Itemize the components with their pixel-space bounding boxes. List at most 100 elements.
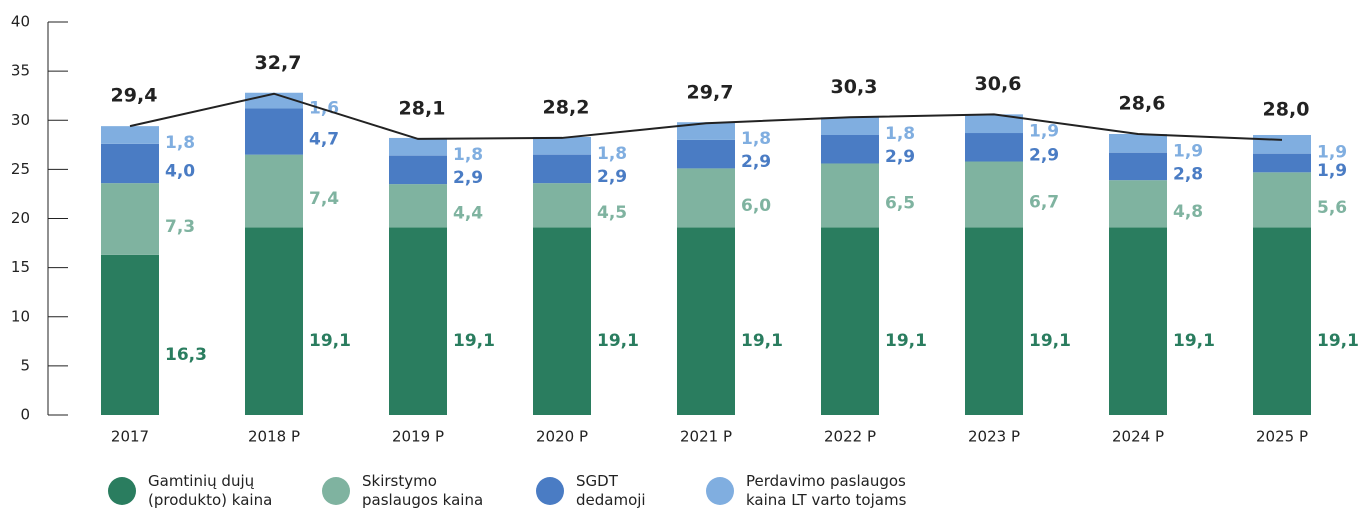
bar-segment: [677, 122, 735, 140]
value-label: 1,9: [1317, 142, 1347, 162]
legend-item: SGDT dedamoji: [536, 472, 666, 510]
value-label: 6,5: [885, 193, 915, 213]
bar-segment: [1253, 172, 1311, 228]
legend-item: Gamtinių dujų (produkto) kaina: [108, 472, 298, 510]
bar-segment: [1109, 152, 1167, 181]
bar-segment: [101, 143, 159, 184]
value-label: 19,1: [1029, 331, 1071, 351]
legend-label: Skirstymo paslaugos kaina: [362, 472, 484, 509]
bar-segment: [821, 163, 879, 228]
y-tick-label: 35: [11, 62, 30, 80]
legend-swatch: [322, 477, 350, 505]
value-label: 19,1: [453, 331, 495, 351]
x-tick-label: 2018 P: [248, 428, 300, 446]
bar-segment: [389, 184, 447, 228]
x-tick-label: 2022 P: [824, 428, 876, 446]
bar-segment: [533, 183, 591, 228]
value-label: 5,6: [1317, 198, 1347, 218]
value-label: 1,8: [741, 129, 771, 149]
legend-label: Perdavimo paslaugos kaina LT varto tojam…: [746, 472, 907, 509]
value-label: 2,9: [885, 147, 915, 167]
total-label: 30,6: [975, 73, 1022, 95]
legend-swatch: [536, 477, 564, 505]
bar-segment: [245, 227, 303, 415]
value-label: 19,1: [1173, 331, 1215, 351]
bar-segment: [965, 227, 1023, 415]
bar-segment: [821, 117, 879, 135]
value-label: 16,3: [165, 345, 207, 365]
y-tick-label: 0: [20, 406, 30, 424]
y-tick-label: 15: [11, 258, 30, 276]
y-tick-label: 20: [11, 209, 30, 227]
bar-segment: [1109, 180, 1167, 228]
legend-swatch: [706, 477, 734, 505]
value-label: 1,9: [1317, 161, 1347, 181]
bar-segment: [821, 134, 879, 164]
bar-segment: [677, 139, 735, 169]
bar-segment: [1253, 134, 1311, 154]
value-label: 2,9: [1029, 145, 1059, 165]
legend-item: Skirstymo paslaugos kaina: [322, 472, 512, 510]
bar-segment: [1109, 134, 1167, 153]
bar-segment: [101, 254, 159, 415]
value-label: 6,7: [1029, 192, 1059, 212]
value-label: 1,9: [1173, 141, 1203, 161]
value-label: 2,8: [1173, 164, 1203, 184]
value-label: 4,4: [453, 204, 483, 224]
value-label: 1,9: [1029, 122, 1059, 142]
bar-segment: [1253, 153, 1311, 173]
y-tick-label: 10: [11, 307, 30, 325]
total-line: [129, 92, 1283, 141]
bar-segment: [1253, 227, 1311, 415]
x-tick-label: 2024 P: [1112, 428, 1164, 446]
value-label: 1,8: [453, 145, 483, 165]
value-label: 7,3: [165, 217, 195, 237]
x-tick-label: 2021 P: [680, 428, 732, 446]
y-tick-label: 25: [11, 160, 30, 178]
x-tick-label: 2019 P: [392, 428, 444, 446]
value-label: 6,0: [741, 196, 771, 216]
total-label: 30,3: [831, 76, 878, 98]
value-label: 2,9: [597, 167, 627, 187]
value-label: 4,5: [597, 203, 627, 223]
bar-segment: [389, 137, 447, 156]
value-label: 1,8: [885, 124, 915, 144]
x-tick-label: 2020 P: [536, 428, 588, 446]
value-label: 19,1: [885, 331, 927, 351]
value-label: 19,1: [597, 331, 639, 351]
legend-label: SGDT dedamoji: [576, 472, 646, 509]
bar-segment: [821, 227, 879, 415]
bar-segment: [677, 227, 735, 415]
value-label: 2,9: [453, 168, 483, 188]
bar-segment: [101, 126, 159, 144]
bar-segment: [965, 161, 1023, 228]
y-tick-label: 40: [11, 13, 30, 31]
value-label: 2,9: [741, 152, 771, 172]
x-tick-label: 2025 P: [1256, 428, 1308, 446]
bar-segment: [677, 168, 735, 228]
value-label: 1,8: [597, 144, 627, 164]
bar-segment: [389, 227, 447, 415]
bar-segment: [245, 108, 303, 155]
bar-segment: [1109, 227, 1167, 415]
legend: Gamtinių dujų (produkto) kaina Skirstymo …: [0, 472, 1361, 516]
bar-segment: [389, 155, 447, 185]
chart: 0 5 10 15 20 25 30 35 40 2017 16,3 7,3 4,0 1,8 2018 P 1…: [11, 13, 1359, 446]
value-label: 19,1: [309, 331, 351, 351]
legend-label: Gamtinių dujų (produkto) kaina: [148, 472, 273, 509]
total-label: 29,7: [687, 82, 734, 104]
value-label: 7,4: [309, 189, 339, 209]
total-label: 28,2: [543, 96, 590, 118]
value-label: 19,1: [1317, 331, 1359, 351]
x-tick-label: 2017: [111, 428, 149, 446]
bar-segment: [965, 114, 1023, 134]
total-label: 29,4: [111, 85, 158, 107]
value-label: 4,0: [165, 161, 195, 181]
total-label: 32,7: [255, 52, 302, 74]
bar-segment: [101, 183, 159, 255]
value-label: 1,8: [165, 133, 195, 153]
legend-item: Perdavimo paslaugos kaina LT varto tojam…: [706, 472, 926, 510]
bar-segment: [965, 133, 1023, 162]
